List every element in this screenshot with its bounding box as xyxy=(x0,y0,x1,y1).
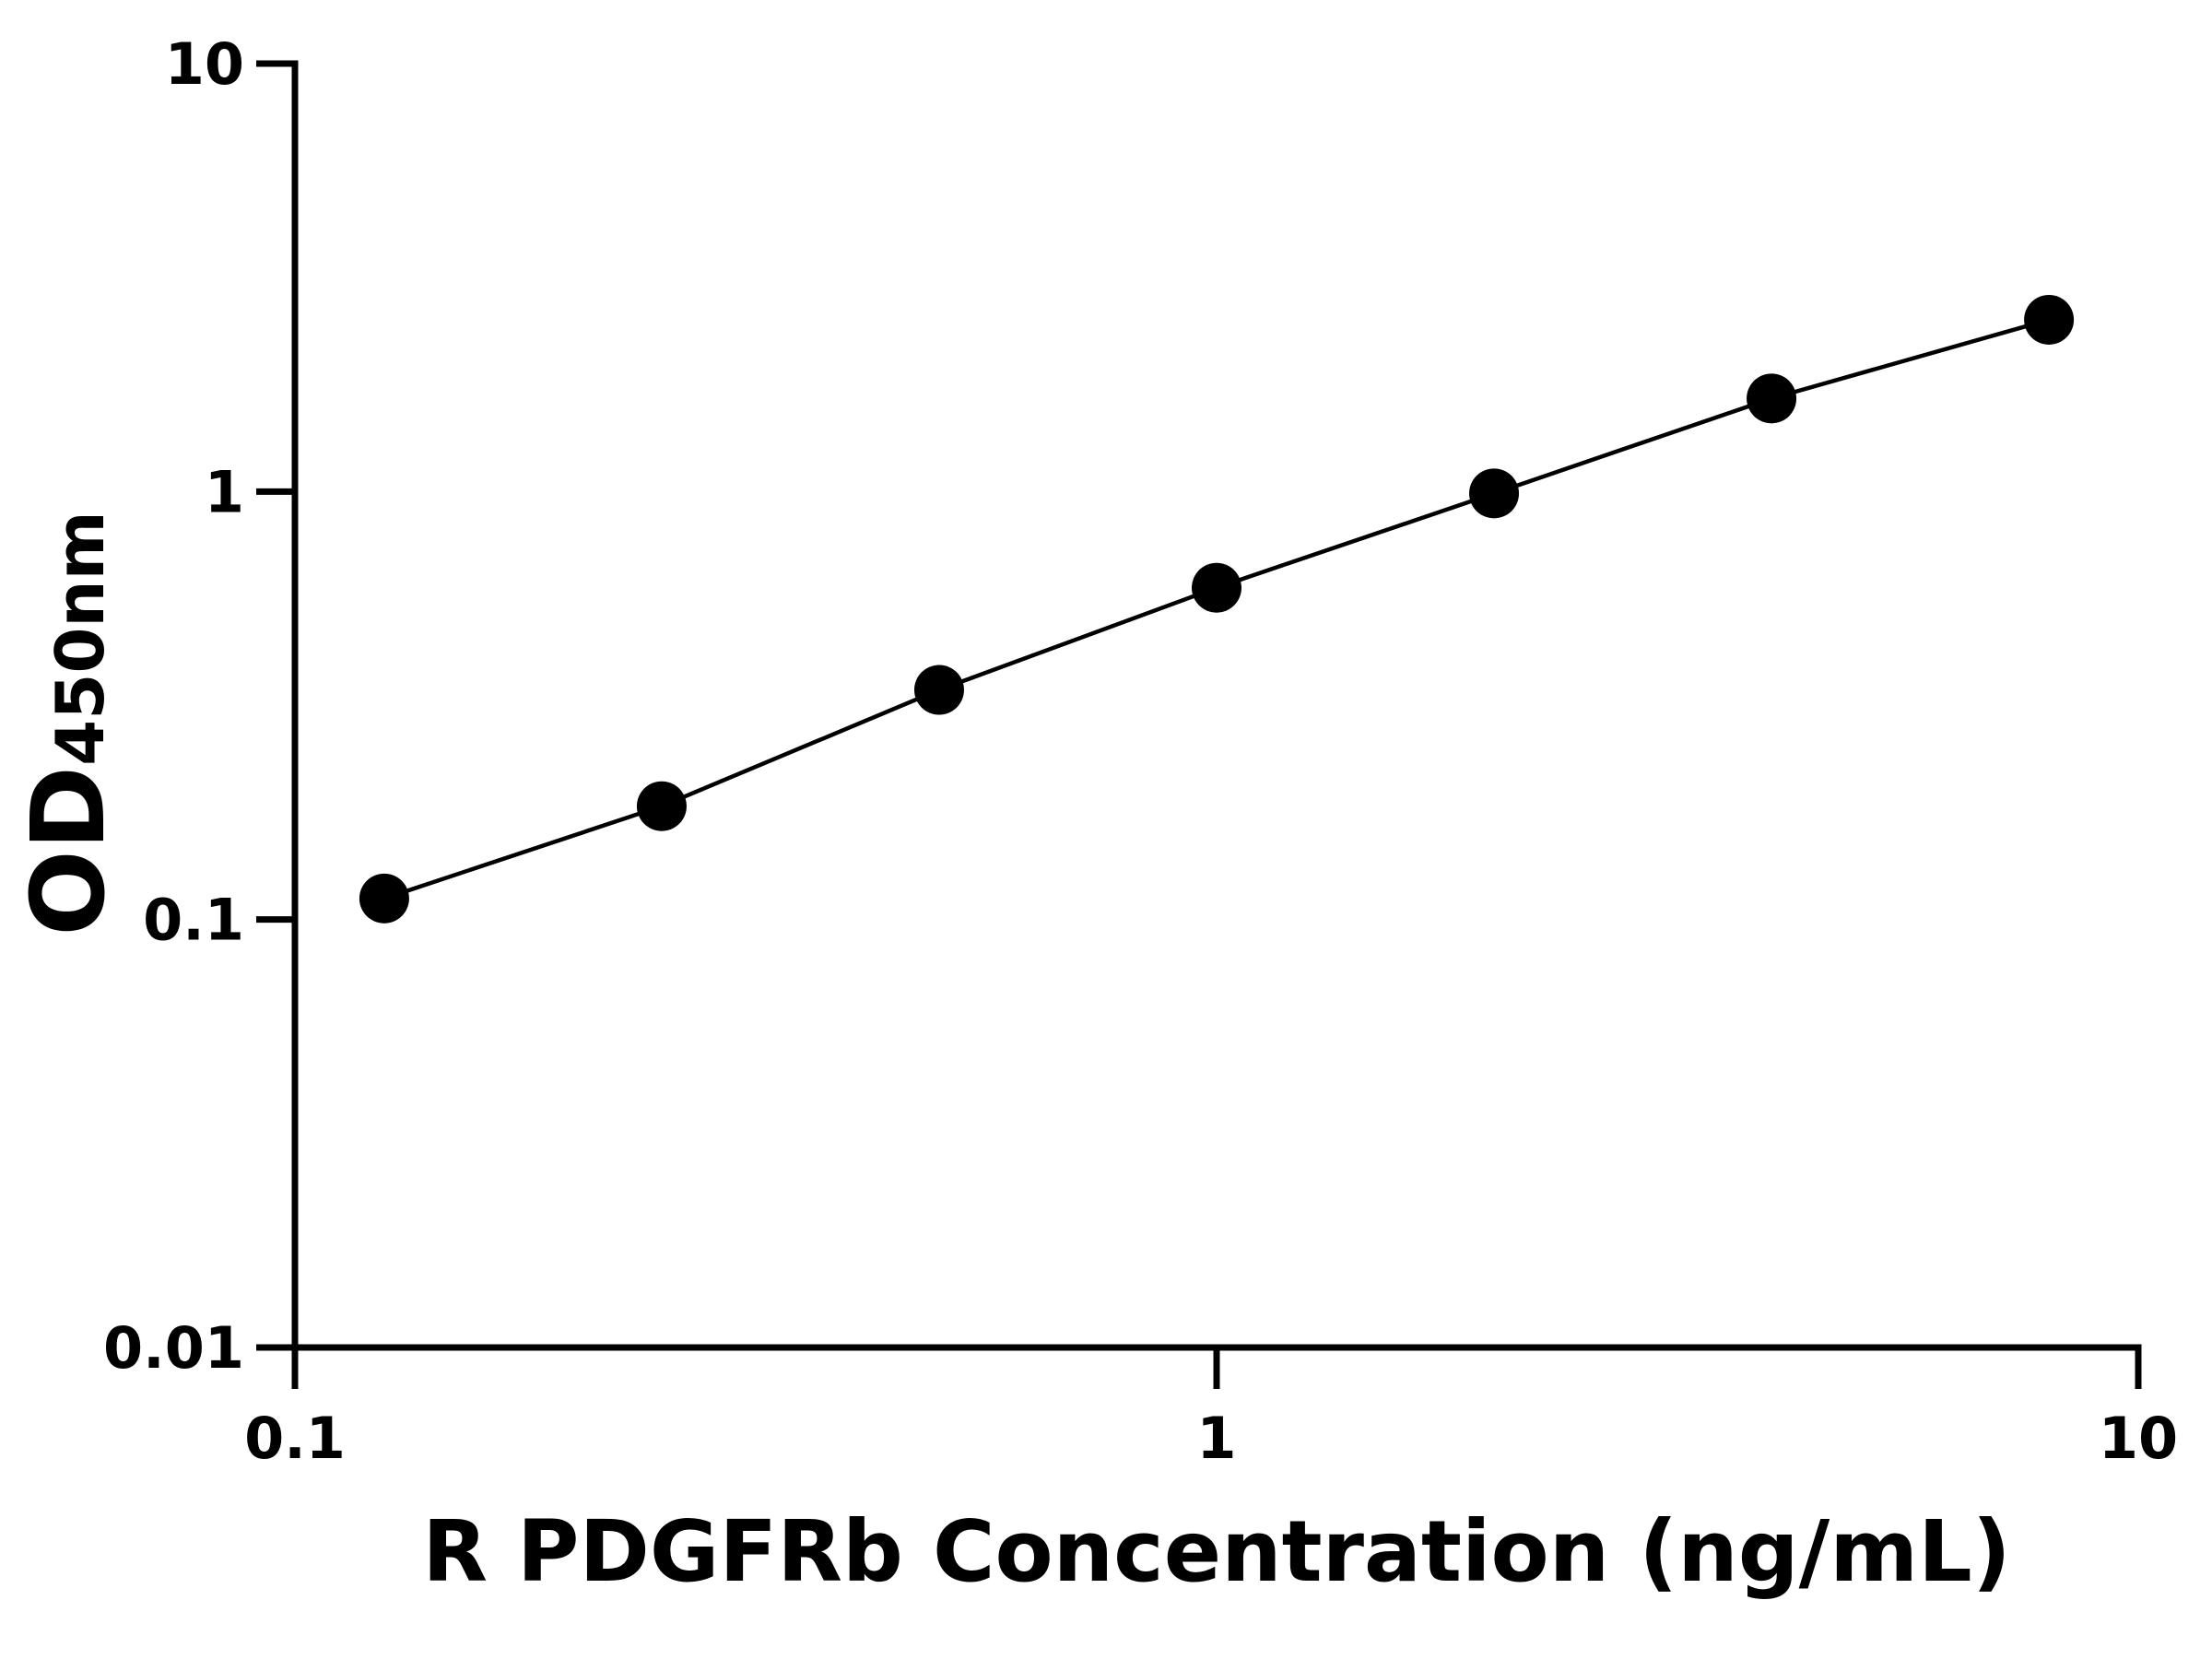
y-tick-label: 0.1 xyxy=(143,887,244,954)
y-tick-label: 10 xyxy=(165,30,244,98)
x-tick-label: 10 xyxy=(2099,1405,2178,1472)
y-tick-label: 0.01 xyxy=(103,1314,244,1382)
data-point xyxy=(913,665,964,715)
y-axis-label-main: OD xyxy=(9,766,127,936)
data-point xyxy=(2024,294,2075,345)
y-axis-label-sub: 450nm xyxy=(41,511,119,766)
y-tick-label: 1 xyxy=(205,458,244,525)
data-point xyxy=(1469,468,1520,519)
data-point xyxy=(359,873,409,924)
data-point xyxy=(1192,562,1241,613)
x-tick-label: 1 xyxy=(1196,1405,1236,1472)
data-point xyxy=(1747,373,1797,424)
y-axis-label: OD450nm xyxy=(9,511,127,935)
x-tick-label: 0.1 xyxy=(244,1405,346,1472)
x-axis-label: R PDGFRb Concentration (ng/mL) xyxy=(422,1502,2011,1601)
data-point xyxy=(636,781,687,831)
